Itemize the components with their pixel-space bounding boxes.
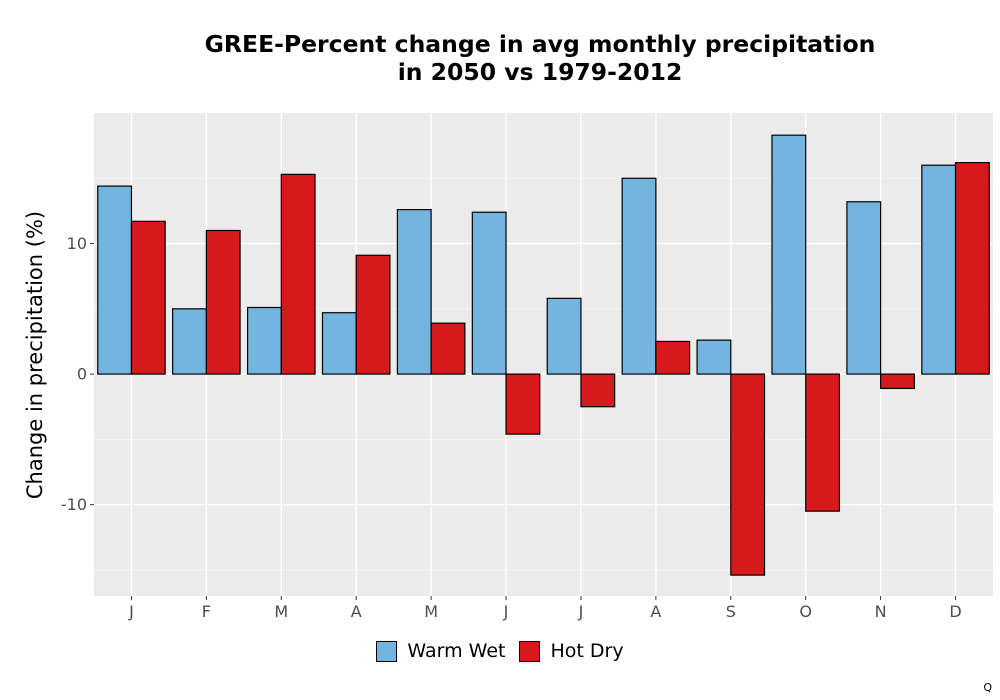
legend-item: Warm Wet	[376, 640, 505, 662]
bar	[172, 308, 207, 375]
bar	[846, 201, 882, 375]
bar	[580, 373, 616, 408]
legend-label: Warm Wet	[407, 640, 506, 662]
bar	[97, 185, 133, 375]
y-axis-title: Change in precipitation (%)	[23, 211, 47, 499]
bar	[246, 306, 282, 375]
bar	[130, 220, 166, 375]
bar	[696, 339, 732, 375]
x-tick-label: M	[274, 602, 288, 621]
bar	[505, 373, 541, 435]
bar	[655, 340, 691, 375]
x-tick-label: A	[650, 602, 661, 621]
x-tick-label: J	[128, 602, 134, 621]
plot-panel	[94, 113, 993, 596]
x-tick-label: J	[503, 602, 509, 621]
x-tick-label: J	[578, 602, 584, 621]
chart-title-line-2: in 2050 vs 1979-2012	[397, 58, 683, 86]
corner-mark: Q	[983, 681, 992, 694]
bar	[546, 297, 582, 375]
legend-swatch	[376, 640, 398, 662]
plot-area: -10 0 10 J F M A M J J A S O N D	[61, 113, 993, 621]
x-tick-label: O	[799, 602, 812, 621]
bar	[471, 211, 507, 375]
bar	[771, 134, 807, 375]
bar	[954, 162, 990, 375]
bar	[880, 373, 915, 390]
chart-title-line-1: GREE-Percent change in avg monthly preci…	[204, 30, 876, 58]
bar	[355, 254, 391, 375]
x-tick-label: M	[424, 602, 438, 621]
x-tick-label: N	[875, 602, 887, 621]
legend-label: Hot Dry	[550, 640, 624, 662]
bar	[430, 322, 466, 375]
bar	[805, 373, 841, 512]
bar	[205, 229, 241, 375]
legend-swatch	[519, 640, 541, 662]
legend-item: Hot Dry	[519, 640, 624, 662]
y-tick-label: 10	[67, 234, 87, 253]
x-tick-label: A	[351, 602, 362, 621]
x-tick-label: D	[949, 602, 961, 621]
y-tick-label: -10	[61, 495, 87, 514]
chart-title: GREE-Percent change in avg monthly preci…	[90, 30, 990, 86]
legend: Warm Wet Hot Dry	[0, 640, 1000, 662]
y-tick-label: 0	[77, 365, 87, 384]
x-tick-label: F	[202, 602, 211, 621]
bar	[730, 373, 766, 576]
bar	[321, 312, 357, 375]
bar	[280, 173, 316, 375]
bar	[621, 177, 657, 375]
bar	[396, 209, 432, 375]
bar	[921, 164, 957, 375]
x-tick-label: S	[726, 602, 736, 621]
